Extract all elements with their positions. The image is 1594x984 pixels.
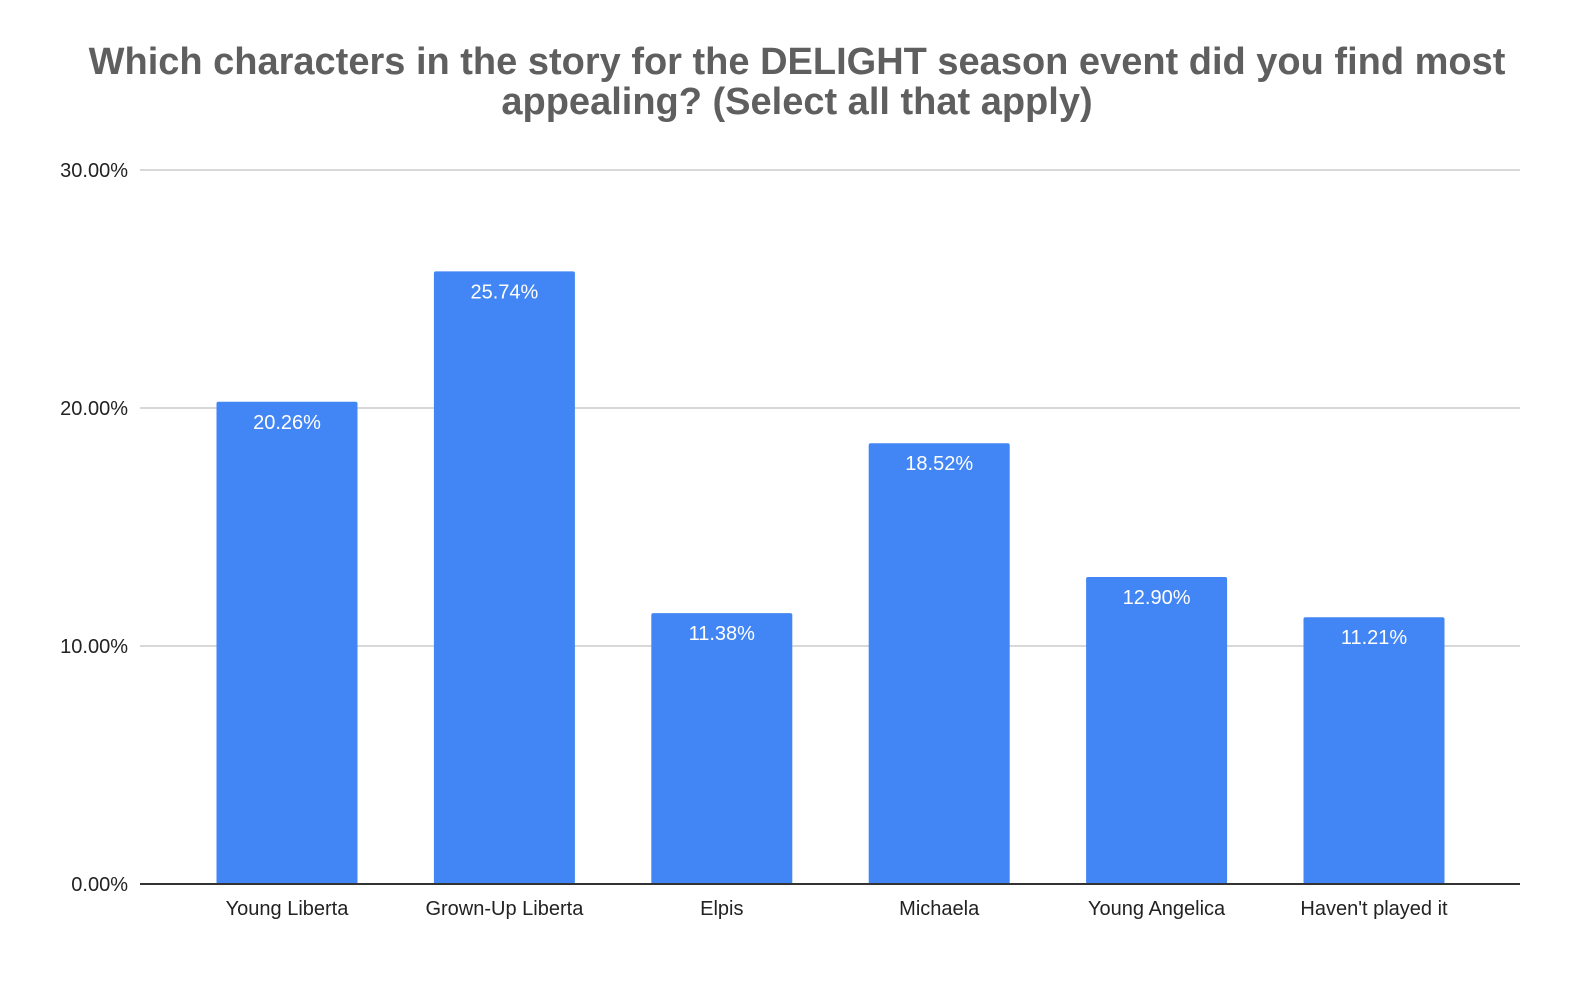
x-tick-label: Michaela (899, 898, 980, 920)
bar (651, 613, 793, 884)
y-tick-label: 20.00% (60, 398, 128, 420)
bar (1086, 576, 1228, 884)
chart-title-line-1: Which characters in the story for the DE… (88, 41, 1506, 83)
x-tick-label: Young Liberta (226, 898, 350, 920)
bar-data-label: 11.21% (1341, 627, 1408, 649)
x-tick-label: Grown-Up Liberta (425, 898, 584, 920)
bar-data-label: 12.90% (1123, 587, 1191, 609)
chart-title-line-2: appealing? (Select all that apply) (501, 81, 1093, 123)
gridlines (140, 169, 1520, 647)
bar (868, 443, 1010, 884)
x-axis-tick-labels: Young Liberta Grown-Up Liberta Elpis Michae… (226, 898, 1448, 920)
x-tick-label: Young Angelica (1088, 898, 1226, 920)
bar-data-label: 11.38% (689, 623, 756, 645)
x-tick-label: Elpis (700, 898, 743, 920)
bar (433, 271, 575, 884)
bar-data-label: 25.74% (470, 281, 538, 303)
bar (216, 401, 358, 884)
x-tick-label: Haven't played it (1300, 898, 1448, 920)
y-tick-label: 10.00% (60, 636, 128, 658)
bars (216, 271, 1445, 884)
bar (1303, 617, 1445, 884)
bar-data-label: 20.26% (253, 412, 321, 434)
bar-data-label: 18.52% (905, 453, 973, 475)
y-axis-tick-labels: 0.00% 10.00% 20.00% 30.00% (60, 160, 128, 896)
y-tick-label: 0.00% (71, 874, 128, 896)
chart-title: Which characters in the story for the DE… (0, 42, 1594, 122)
y-tick-label: 30.00% (60, 160, 128, 182)
bar-data-labels: 20.26% 25.74% 11.38% 18.52% 12.90% 11.21% (253, 281, 1407, 649)
